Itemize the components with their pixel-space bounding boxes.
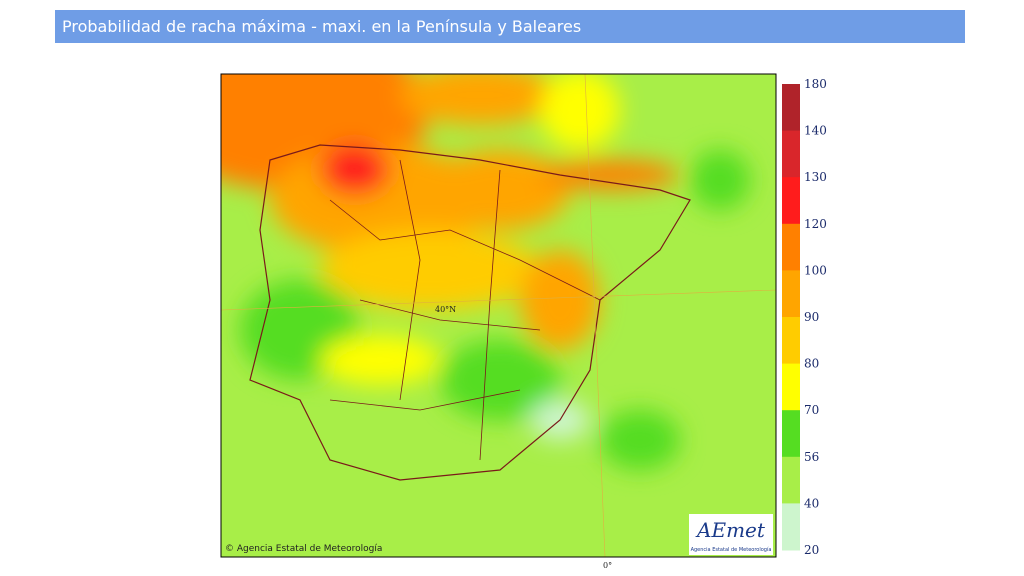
logo-box: [689, 514, 773, 555]
legend-tick-label: 80: [804, 357, 819, 371]
legend-band: [782, 223, 800, 271]
legend-tick-label: 40: [804, 496, 819, 510]
logo-subtitle: Agencia Estatal de Meteorología: [691, 546, 772, 553]
legend-tick-label: 100: [804, 263, 827, 277]
legend-tick-label: 70: [804, 403, 819, 417]
legend: 180 140 130 120 100 90 80 70 56 40 20: [782, 77, 827, 557]
map-field: [221, 74, 776, 557]
legend-tick-label: 56: [804, 450, 819, 464]
map-frame: [220, 73, 777, 558]
legend-band: [782, 317, 800, 365]
legend-tick-label: 90: [804, 310, 819, 324]
legend-band: [782, 130, 800, 178]
legend-band: [782, 84, 800, 132]
legend-tick-label: 120: [804, 217, 827, 231]
legend-band: [782, 410, 800, 458]
legend-tick-label: 130: [804, 170, 827, 184]
legend-band: [782, 456, 800, 504]
legend-tick-label: 20: [804, 543, 819, 557]
legend-band: [782, 363, 800, 411]
legend-band: [782, 503, 800, 551]
lon-label: 0°: [603, 561, 612, 570]
legend-tick-label: 140: [804, 124, 827, 138]
logo-name: AEmet: [695, 518, 766, 542]
header-title: Probabilidad de racha máxima - maxi. en …: [55, 10, 965, 43]
copyright: © Agencia Estatal de Meteorología: [225, 544, 382, 554]
legend-tick-label: 180: [804, 77, 827, 91]
legend-band: [782, 177, 800, 225]
lat-label: 40°N: [435, 305, 456, 314]
legend-band: [782, 270, 800, 318]
